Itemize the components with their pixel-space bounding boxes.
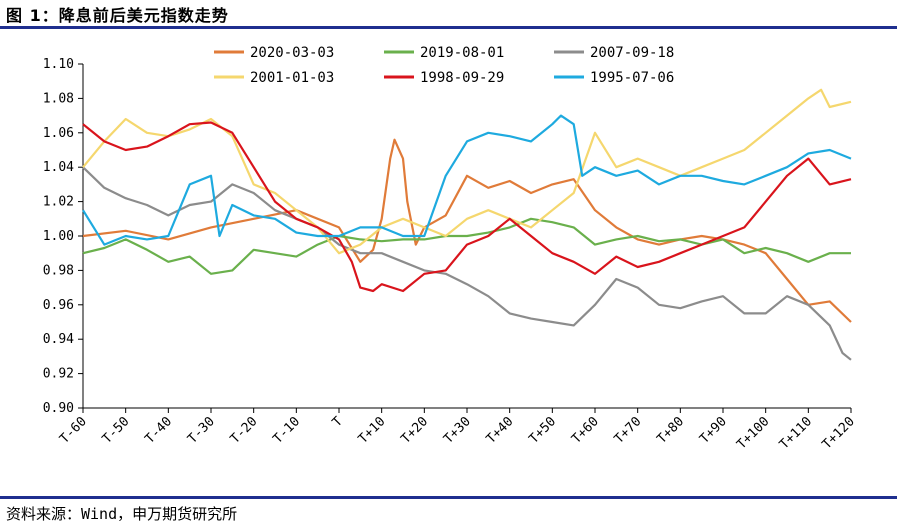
top-rule xyxy=(0,26,897,29)
y-tick-label: 1.00 xyxy=(43,229,74,244)
source-note: 资料来源：Wind，申万期货研究所 xyxy=(6,505,238,523)
y-tick-label: 0.90 xyxy=(43,401,74,416)
series-line-2001-01-03 xyxy=(82,88,852,255)
series-line-1995-07-06 xyxy=(82,114,852,246)
x-tick-label: T+70 xyxy=(612,414,645,447)
x-tick-label: T+120 xyxy=(820,414,858,452)
y-tick-label: 1.04 xyxy=(43,160,74,175)
series-line-2020-03-03 xyxy=(82,138,852,323)
x-tick-label: T+60 xyxy=(569,414,602,447)
legend-label: 2020-03-03 xyxy=(250,45,334,61)
y-tick-label: 1.02 xyxy=(43,195,74,210)
y-tick-label: 1.08 xyxy=(43,91,74,106)
legend-label: 1998-09-29 xyxy=(420,70,504,86)
legend-label: 2001-01-03 xyxy=(250,70,334,86)
y-tick-label: 1.10 xyxy=(43,57,74,72)
x-tick-label: T+40 xyxy=(484,414,517,447)
x-tick-label: T xyxy=(330,414,346,430)
x-tick-label: T+100 xyxy=(734,414,772,452)
y-tick-label: 0.92 xyxy=(43,367,74,382)
x-tick-label: T+10 xyxy=(356,414,389,447)
bottom-rule xyxy=(0,496,897,499)
chart-lines xyxy=(82,88,852,361)
x-tick-label: T+50 xyxy=(526,414,559,447)
legend-label: 2007-09-18 xyxy=(590,45,674,61)
y-tick-label: 1.06 xyxy=(43,126,74,141)
x-tick-label: T-40 xyxy=(142,414,175,447)
x-tick-label: T-60 xyxy=(57,414,90,447)
legend-label: 1995-07-06 xyxy=(590,70,674,86)
y-tick-label: 0.98 xyxy=(43,263,74,278)
x-tick-label: T+20 xyxy=(398,414,431,447)
x-tick-label: T-10 xyxy=(270,414,303,447)
x-tick-label: T-20 xyxy=(228,414,261,447)
figure-title: 图 1：降息前后美元指数走势 xyxy=(6,6,229,25)
x-tick-label: T+110 xyxy=(777,414,815,452)
legend-label: 2019-08-01 xyxy=(420,45,504,61)
x-tick-label: T+30 xyxy=(441,414,474,447)
series-line-1998-09-29 xyxy=(82,121,852,293)
x-tick-label: T-30 xyxy=(185,414,218,447)
chart-axes: 0.90 0.92 0.94 0.96 0.98 1.00 1.02 1.04 1.06 1.08… xyxy=(43,57,858,453)
y-tick-label: 0.96 xyxy=(43,298,74,313)
x-tick-label: T+80 xyxy=(654,414,687,447)
chart-legend: 2020-03-03 2019-08-01 2007-09-18 2001-01-03… xyxy=(214,45,674,86)
x-tick-label: T+90 xyxy=(697,414,730,447)
series-line-2019-08-01 xyxy=(82,217,851,275)
y-tick-label: 0.94 xyxy=(43,332,74,347)
x-tick-label: T-50 xyxy=(100,414,133,447)
